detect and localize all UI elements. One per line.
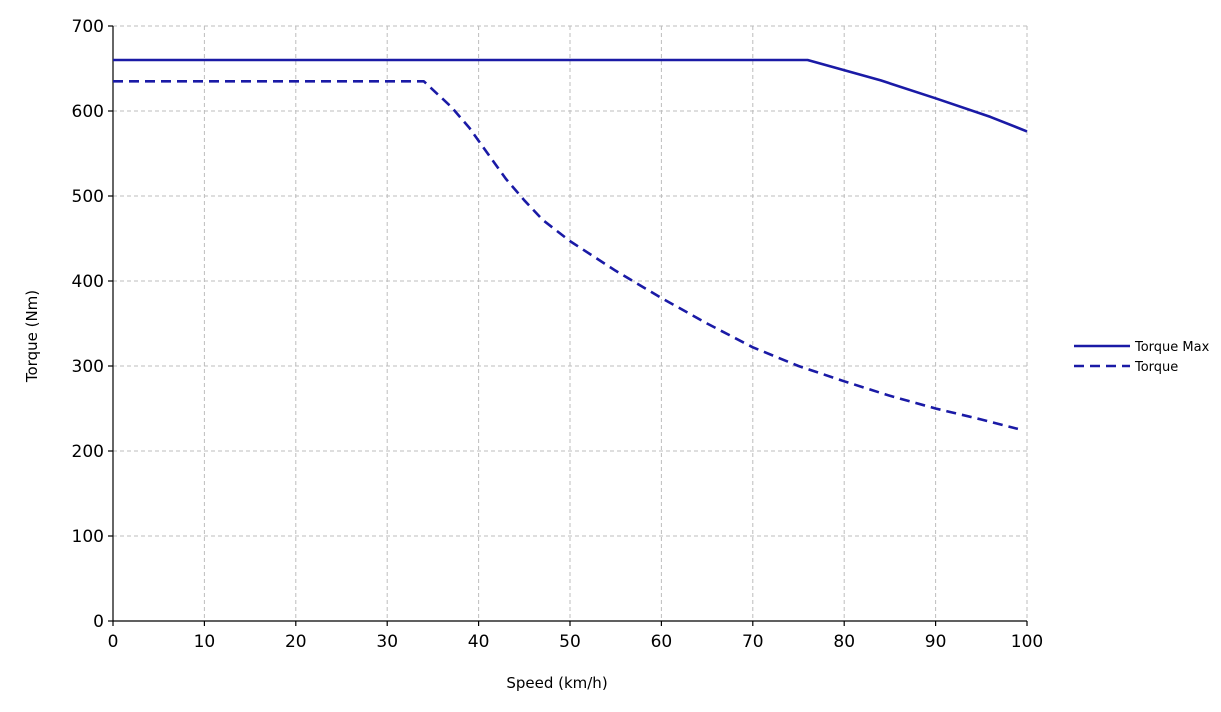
grid — [113, 25, 1028, 621]
x-tick-label: 20 — [285, 632, 307, 652]
y-tick-label: 100 — [72, 527, 104, 547]
tick-labels: 0 10 20 30 40 50 60 70 80 90 100 0 100 200 300 400 500 60… — [72, 17, 1044, 652]
y-tick-label: 400 — [72, 272, 104, 292]
y-tick-label: 700 — [72, 17, 104, 37]
series-lines — [113, 58, 1028, 431]
x-axis-title: Speed (km/h) — [506, 674, 607, 692]
y-axis-title: Torque (Nm) — [23, 290, 41, 383]
x-tick-label: 30 — [376, 632, 398, 652]
legend-label: Torque Max — [1134, 340, 1210, 355]
x-tick-label: 50 — [559, 632, 581, 652]
x-tick-label: 80 — [833, 632, 855, 652]
x-tick-label: 0 — [108, 632, 119, 652]
y-tick-label: 300 — [72, 357, 104, 377]
x-tick-label: 100 — [1011, 632, 1043, 652]
x-tick-label: 10 — [194, 632, 216, 652]
series-line-torque-max — [113, 58, 1028, 133]
axes — [108, 25, 1028, 626]
series-line-torque — [113, 80, 1019, 431]
legend: Torque Max Torque — [1074, 340, 1210, 375]
x-tick-label: 40 — [468, 632, 490, 652]
y-tick-label: 500 — [72, 187, 104, 207]
x-tick-label: 60 — [651, 632, 673, 652]
x-tick-label: 70 — [742, 632, 764, 652]
legend-label: Torque — [1134, 360, 1178, 375]
x-tick-label: 90 — [925, 632, 947, 652]
y-tick-label: 200 — [72, 442, 104, 462]
y-tick-label: 0 — [93, 612, 104, 632]
y-tick-label: 600 — [72, 102, 104, 122]
